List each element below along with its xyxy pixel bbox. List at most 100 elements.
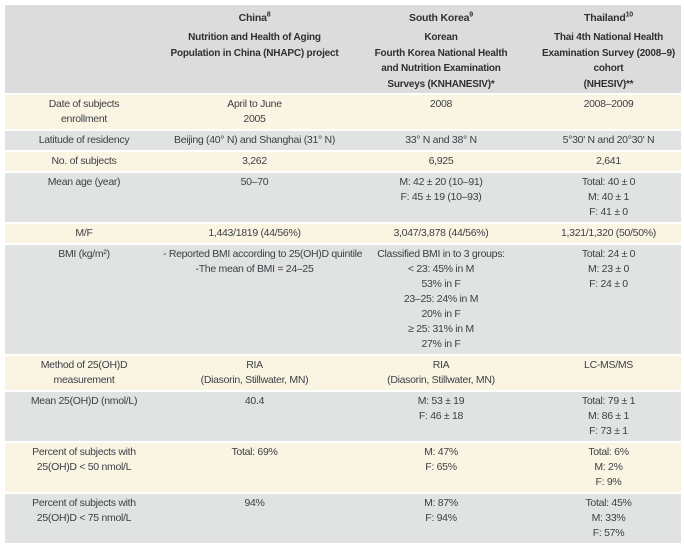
column-header-south-korea: South Korea9 Korean Fourth Korea National … — [346, 5, 536, 93]
column-header-china: China8 Nutrition and Health of Aging Popul… — [163, 5, 346, 93]
cell-value-line: 2008 — [429, 98, 453, 110]
thailand-cell: Total: 45% M: 33% F: 57% — [536, 494, 681, 543]
table-row: Percent of subjects with 25(OH)D < 75 nmo… — [5, 494, 681, 543]
table-row: Percent of subjects with 25(OH)D < 50 nmo… — [5, 443, 681, 492]
cell-value-line: 6,925 — [428, 155, 454, 167]
country-name: South Korea9 — [348, 11, 534, 25]
cell-value-line: Total: 24 ± 0 — [581, 248, 636, 260]
south-korea-cell: 33° N and 38° N — [346, 131, 536, 150]
south-korea-cell: RIA (Diasorin, Stillwater, MN) — [346, 356, 536, 390]
row-label-line: 25(OH)D < 75 nmol/L — [36, 512, 132, 524]
cell-value-line: M: 23 ± 0 — [588, 263, 629, 275]
row-label-cell: Latitude of residency — [5, 131, 163, 150]
row-label-line: 25(OH)D < 50 nmol/L — [36, 461, 132, 473]
cell-value-line: F: 94% — [425, 512, 457, 524]
cell-value-line: 2005 — [243, 113, 266, 125]
country-label: China — [238, 12, 267, 24]
table-row: M/F 1,443/1819 (44/56%) 3,047/3,878 (44/56… — [5, 224, 681, 243]
row-label-line: enrollment — [60, 113, 108, 125]
table-header: China8 Nutrition and Health of Aging Popul… — [5, 5, 681, 93]
row-label-line: Latitude of residency — [38, 134, 130, 146]
china-cell: - Reported BMI according to 25(OH)D quin… — [163, 245, 363, 354]
column-header-row-label — [5, 5, 163, 93]
row-label-cell: Method of 25(OH)D measurement — [5, 356, 163, 390]
row-label-line: Date of subjects — [48, 98, 120, 110]
cell-value-line: 50–70 — [240, 176, 269, 188]
cell-value-line: 94% — [244, 497, 265, 509]
row-label-line: M/F — [75, 227, 93, 239]
cell-value-line: 27% in F — [421, 338, 461, 350]
row-label-line: Mean 25(OH)D (nmol/L) — [30, 395, 138, 407]
reference-superscript: 10 — [625, 11, 634, 19]
survey-subtitle-line: and Nutrition Examination — [381, 63, 501, 74]
south-korea-cell: M: 87% F: 94% — [346, 494, 536, 543]
cell-value-line: Total: 40 ± 0 — [581, 176, 636, 188]
cell-value-line: Total: 79 ± 1 — [581, 395, 636, 407]
china-cell: 94% — [163, 494, 346, 543]
south-korea-cell: 3,047/3,878 (44/56%) — [346, 224, 536, 243]
row-label-cell: No. of subjects — [5, 152, 163, 171]
row-label-line: BMI (kg/m²) — [58, 248, 110, 260]
thailand-cell: 2,641 — [536, 152, 681, 171]
cell-value-line: F: 73 ± 1 — [589, 425, 628, 437]
cell-value-line: Classified BMI in to 3 groups: — [377, 248, 505, 260]
row-label-line: Method of 25(OH)D — [40, 359, 128, 371]
cell-value-line: -The mean of BMI = 24–25 — [195, 263, 314, 275]
china-cell: 50–70 — [163, 173, 346, 222]
row-label-line: measurement — [53, 374, 115, 386]
china-cell: 40.4 — [163, 392, 346, 441]
cell-value-line: 33° N and 38° N — [405, 134, 477, 146]
row-label-cell: M/F — [5, 224, 163, 243]
cell-value-line: 5°30' N and 20°30' N — [562, 134, 655, 146]
cell-value-line: 40.4 — [244, 395, 265, 407]
cell-value-line: F: 65% — [425, 461, 457, 473]
china-cell: RIA (Diasorin, Stillwater, MN) — [163, 356, 346, 390]
cell-value-line: LC-MS/MS — [584, 359, 633, 371]
table-row: No. of subjects 3,262 6,925 2,641 — [5, 152, 681, 171]
cell-value-line: 2,641 — [596, 155, 621, 167]
south-korea-cell: 2008 — [346, 95, 536, 129]
cell-value-line: M: 53 ± 19 — [417, 395, 465, 407]
cell-value-line: 2008–2009 — [583, 98, 634, 110]
cell-value-line: F: 41 ± 0 — [589, 206, 628, 218]
comparison-table: China8 Nutrition and Health of Aging Popul… — [5, 3, 681, 545]
country-name: Thailand10 — [538, 11, 679, 25]
south-korea-cell: M: 47% F: 65% — [346, 443, 536, 492]
survey-subtitle-line: Fourth Korea National Health — [374, 47, 508, 59]
row-label-cell: Percent of subjects with 25(OH)D < 50 nmo… — [5, 443, 163, 492]
cell-value-line: F: 24 ± 0 — [589, 278, 628, 290]
china-cell: April to June 2005 — [163, 95, 346, 129]
table-body: Date of subjects enrollment April to June 2… — [5, 95, 681, 543]
china-cell: Total: 69% — [163, 443, 346, 492]
cell-value-line: Total: 69% — [231, 446, 278, 458]
country-label: Thailand — [584, 12, 626, 24]
survey-subtitle-line: Thai 4th National Health — [553, 32, 664, 43]
china-cell: 3,262 — [163, 152, 346, 171]
cell-value-line: M: 47% — [424, 446, 458, 458]
thailand-cell: Total: 24 ± 0 M: 23 ± 0 F: 24 ± 0 — [536, 245, 681, 354]
survey-subtitle-line: Surveys (KNHANESIV)* — [387, 78, 495, 90]
row-label-cell: Date of subjects enrollment — [5, 95, 163, 129]
survey-subtitle-line: cohort — [593, 63, 624, 74]
row-label-cell: Mean age (year) — [5, 173, 163, 222]
thailand-cell: 5°30' N and 20°30' N — [536, 131, 681, 150]
cell-value-line: F: 45 ± 19 (10–93) — [400, 191, 482, 203]
survey-subtitle-line: Nutrition and Health of Aging — [188, 32, 321, 43]
reference-superscript: 8 — [266, 11, 271, 19]
cell-value-line: < 23: 45% in M — [407, 263, 475, 275]
cell-value-line: - Reported BMI according to 25(OH)D quin… — [163, 248, 363, 260]
survey-subtitle-line: Examination Survey (2008–9) — [542, 47, 675, 59]
south-korea-cell: M: 42 ± 20 (10–91) F: 45 ± 19 (10–93) — [346, 173, 536, 222]
thailand-cell: 1,321/1,320 (50/50%) — [536, 224, 681, 243]
thailand-cell: Total: 40 ± 0 M: 40 ± 1 F: 41 ± 0 — [536, 173, 681, 222]
china-cell: Beijing (40° N) and Shanghai (31° N) — [163, 131, 346, 150]
cell-value-line: M: 42 ± 20 (10–91) — [399, 176, 483, 188]
cell-value-line: M: 2% — [594, 461, 623, 473]
cell-value-line: F: 57% — [592, 527, 625, 539]
cell-value-line: (Diasorin, Stillwater, MN) — [200, 374, 309, 386]
thailand-cell: Total: 79 ± 1 M: 86 ± 1 F: 73 ± 1 — [536, 392, 681, 441]
country-name: China8 — [165, 11, 344, 25]
cell-value-line: 53% in F — [421, 278, 461, 290]
reference-superscript: 9 — [469, 11, 473, 19]
south-korea-cell: Classified BMI in to 3 groups: < 23: 45% … — [346, 245, 536, 354]
